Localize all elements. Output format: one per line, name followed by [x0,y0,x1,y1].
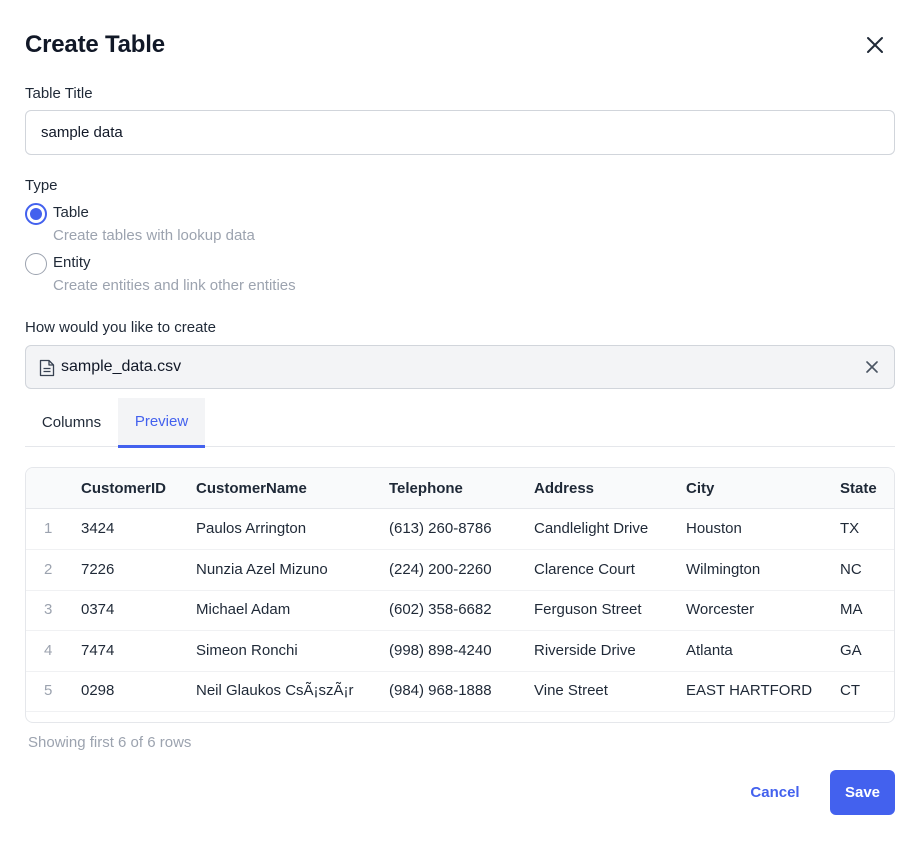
table-row: 5 0298 Neil Glaukos CsÃ¡szÃ¡r (984) 968-… [26,671,894,712]
cell-customerid: 3424 [81,520,115,537]
create-method-label: How would you like to create [25,319,216,336]
column-header-customername: CustomerName [196,480,307,497]
tab-preview[interactable]: Preview [118,398,205,448]
type-label: Type [25,177,58,194]
close-icon [867,37,883,53]
cell-state: TX [840,520,860,537]
type-entity-description: Create entities and link other entities [53,277,296,294]
table-title-label: Table Title [25,85,93,102]
cell-customerid: 7474 [81,642,115,659]
cell-customername: Neil Glaukos CsÃ¡szÃ¡r [196,682,354,699]
table-title-input[interactable] [25,110,895,155]
type-table-description: Create tables with lookup data [53,227,255,244]
preview-table: CustomerID CustomerName Telephone Addres… [25,467,895,723]
cell-state: MA [840,601,863,618]
cell-customerid: 0374 [81,601,115,618]
table-row: 1 3424 Paulos Arrington (613) 260-8786 C… [26,509,894,550]
type-table-label[interactable]: Table [53,204,89,221]
cell-customername: Paulos Arrington [196,520,307,537]
file-name: sample_data.csv [61,358,182,375]
column-header-state: State [840,480,877,497]
cell-customername: Nunzia Azel Mizuno [196,561,328,578]
column-header-telephone: Telephone [389,480,463,497]
row-index: 2 [44,561,53,578]
table-header-row: CustomerID CustomerName Telephone Addres… [26,468,894,509]
cell-telephone: (613) 260-8786 [389,520,492,537]
cell-state: GA [840,642,862,659]
cell-address: Riverside Drive [534,642,636,659]
cell-address: Candlelight Drive [534,520,649,537]
clear-icon [866,361,878,373]
column-header-address: Address [534,480,595,497]
file-icon [39,359,55,377]
tab-columns[interactable]: Columns [41,414,102,431]
cell-address: Vine Street [534,682,608,699]
selected-file-box: sample_data.csv [25,345,895,389]
cell-customerid: 7226 [81,561,115,578]
close-button[interactable] [861,31,889,59]
cell-city: Worcester [686,601,755,618]
cell-customerid: 0298 [81,682,115,699]
table-row: 2 7226 Nunzia Azel Mizuno (224) 200-2260… [26,550,894,591]
column-header-city: City [686,480,715,497]
cell-city: Houston [686,520,742,537]
cell-telephone: (998) 898-4240 [389,642,492,659]
type-table-radio[interactable] [25,203,47,225]
cell-address: Ferguson Street [534,601,642,618]
dialog-title: Create Table [25,31,165,58]
table-row: 4 7474 Simeon Ronchi (998) 898-4240 Rive… [26,631,894,672]
row-index: 4 [44,642,53,659]
cell-customername: Simeon Ronchi [196,642,298,659]
save-button[interactable]: Save [830,770,895,815]
cell-city: Atlanta [686,642,733,659]
row-index: 1 [44,520,53,537]
rows-summary: Showing first 6 of 6 rows [28,734,192,751]
cell-customername: Michael Adam [196,601,291,618]
cell-city: EAST HARTFORD [686,682,813,699]
cell-telephone: (602) 358-6682 [389,601,492,618]
cell-city: Wilmington [686,561,761,578]
column-header-customerid: CustomerID [81,480,167,497]
type-entity-label[interactable]: Entity [53,254,91,271]
cell-state: CT [840,682,860,699]
cell-telephone: (224) 200-2260 [389,561,492,578]
row-index: 5 [44,682,53,699]
table-row: 3 0374 Michael Adam (602) 358-6682 Fergu… [26,590,894,631]
clear-file-button[interactable] [864,359,880,375]
row-index: 3 [44,601,53,618]
cell-address: Clarence Court [534,561,635,578]
type-entity-radio[interactable] [25,253,47,275]
cell-telephone: (984) 968-1888 [389,682,492,699]
preview-tabs: Columns Preview [25,398,895,448]
cell-state: NC [840,561,862,578]
cancel-button[interactable]: Cancel [740,770,810,815]
